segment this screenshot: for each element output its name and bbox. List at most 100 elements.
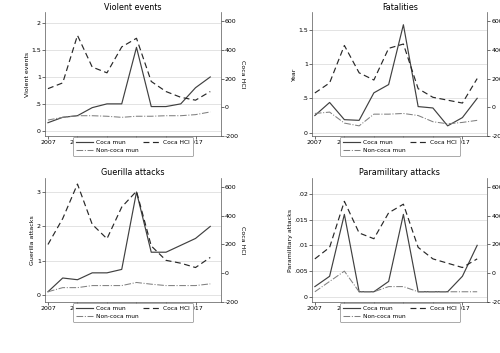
Line: Coca mun: Coca mun: [315, 214, 477, 292]
Non-coca mun: [118, 115, 124, 119]
Coca HCl: [89, 65, 95, 69]
Coca HCl: [400, 202, 406, 206]
Coca mun: [178, 243, 184, 247]
Non-coca mun: [312, 111, 318, 115]
Non-coca mun: [415, 290, 421, 294]
Coca mun: [192, 85, 198, 90]
Y-axis label: Guerilla attacks: Guerilla attacks: [30, 215, 36, 265]
Coca mun: [163, 250, 169, 254]
Coca HCl: [89, 222, 95, 227]
Coca mun: [134, 190, 140, 194]
Non-coca mun: [400, 285, 406, 289]
Coca mun: [178, 102, 184, 106]
Coca HCl: [60, 216, 66, 221]
Coca HCl: [430, 95, 436, 100]
Non-coca mun: [415, 113, 421, 118]
Coca HCl: [163, 89, 169, 94]
Non-coca mun: [89, 283, 95, 288]
Line: Coca mun: Coca mun: [48, 47, 210, 123]
Coca HCl: [474, 257, 480, 261]
Coca HCl: [444, 98, 450, 102]
Coca mun: [134, 45, 140, 49]
Coca mun: [74, 114, 80, 118]
Coca mun: [45, 290, 51, 294]
Legend: Coca mun, Non-coca mun, Coca HCl: Coca mun, Non-coca mun, Coca HCl: [72, 303, 193, 322]
Coca mun: [74, 277, 80, 282]
Coca mun: [430, 106, 436, 110]
Coca HCl: [326, 245, 332, 250]
Non-coca mun: [60, 115, 66, 119]
Coca mun: [312, 285, 318, 289]
Non-coca mun: [386, 285, 392, 289]
Non-coca mun: [178, 114, 184, 118]
Title: Guerilla attacks: Guerilla attacks: [101, 168, 164, 178]
Coca mun: [400, 212, 406, 216]
Non-coca mun: [60, 286, 66, 290]
Coca HCl: [460, 101, 466, 105]
Coca HCl: [415, 86, 421, 91]
Coca mun: [371, 290, 377, 294]
Coca mun: [400, 23, 406, 27]
Coca HCl: [163, 258, 169, 262]
Non-coca mun: [163, 114, 169, 118]
X-axis label: Year: Year: [126, 313, 140, 318]
Coca HCl: [342, 199, 347, 203]
Y-axis label: Paramilitary attacks: Paramilitary attacks: [288, 209, 292, 272]
Coca mun: [192, 237, 198, 241]
Non-coca mun: [74, 286, 80, 290]
Coca mun: [474, 96, 480, 101]
Coca HCl: [312, 91, 318, 95]
Non-coca mun: [474, 290, 480, 294]
Coca HCl: [371, 78, 377, 82]
Coca mun: [312, 113, 318, 118]
Non-coca mun: [74, 114, 80, 118]
Legend: Coca mun, Non-coca mun, Coca HCl: Coca mun, Non-coca mun, Coca HCl: [72, 137, 193, 156]
Line: Coca mun: Coca mun: [48, 192, 210, 292]
Coca mun: [148, 250, 154, 254]
Coca mun: [104, 271, 110, 275]
Non-coca mun: [89, 114, 95, 118]
Coca mun: [342, 118, 347, 122]
Coca HCl: [148, 244, 154, 248]
Title: Paramilitary attacks: Paramilitary attacks: [360, 168, 440, 178]
Coca mun: [356, 290, 362, 294]
Coca HCl: [60, 81, 66, 85]
Non-coca mun: [104, 283, 110, 288]
Non-coca mun: [148, 114, 154, 118]
Non-coca mun: [118, 283, 124, 288]
Non-coca mun: [386, 112, 392, 116]
Legend: Coca mun, Non-coca mun, Coca HCl: Coca mun, Non-coca mun, Coca HCl: [340, 137, 460, 156]
Non-coca mun: [444, 122, 450, 126]
X-axis label: Year: Year: [126, 147, 140, 152]
Coca HCl: [208, 255, 214, 259]
Non-coca mun: [444, 290, 450, 294]
Coca mun: [415, 290, 421, 294]
Non-coca mun: [460, 120, 466, 125]
Line: Non-coca mun: Non-coca mun: [48, 282, 210, 292]
Coca mun: [89, 106, 95, 110]
Non-coca mun: [45, 290, 51, 294]
Coca mun: [371, 91, 377, 95]
Coca HCl: [134, 36, 140, 40]
Coca HCl: [178, 95, 184, 100]
Non-coca mun: [208, 110, 214, 114]
Coca mun: [444, 290, 450, 294]
Non-coca mun: [326, 110, 332, 114]
Legend: Coca mun, Non-coca mun, Coca HCl: Coca mun, Non-coca mun, Coca HCl: [340, 303, 460, 322]
Coca HCl: [312, 257, 318, 261]
Non-coca mun: [400, 111, 406, 115]
Non-coca mun: [148, 282, 154, 286]
Non-coca mun: [430, 120, 436, 124]
Coca mun: [415, 104, 421, 109]
Non-coca mun: [312, 290, 318, 294]
Non-coca mun: [430, 290, 436, 294]
Coca mun: [45, 121, 51, 125]
Coca mun: [460, 274, 466, 279]
Line: Coca mun: Coca mun: [315, 25, 477, 126]
Coca HCl: [326, 81, 332, 85]
Coca HCl: [208, 89, 214, 94]
Line: Non-coca mun: Non-coca mun: [48, 112, 210, 120]
Coca HCl: [134, 189, 140, 193]
Coca HCl: [192, 98, 198, 102]
Line: Coca HCl: Coca HCl: [315, 201, 477, 268]
